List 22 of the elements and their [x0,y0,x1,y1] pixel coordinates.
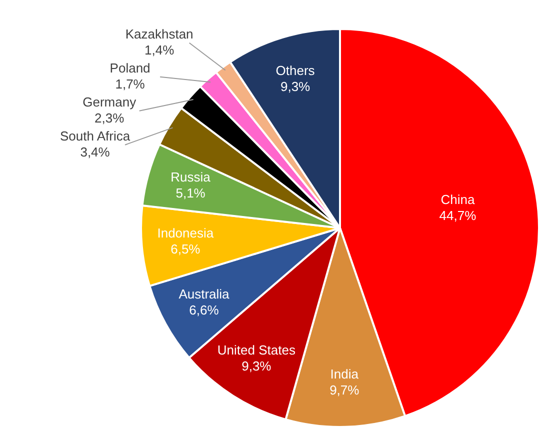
slice-label: Indonesia [157,226,214,241]
slice-label: United States [217,342,296,358]
data-label: 3,4% [80,144,110,160]
data-label: 1,4% [144,42,175,58]
data-label: 9,7% [330,382,360,398]
data-label: 44,7% [439,208,477,223]
slice-label: South Africa [60,128,131,144]
data-label: 6,6% [189,302,220,318]
slice-label: Others [276,62,316,78]
data-label: 9,3% [242,358,272,374]
slice-label: Australia [178,286,230,302]
data-label: 6,5% [170,242,201,257]
slice-label: Germany [82,94,137,110]
slice-label: China [440,192,476,207]
slice-label: India [330,366,360,382]
slice-label: Russia [170,170,212,185]
data-label: 9,3% [280,78,311,94]
slice-label: Poland [110,60,150,76]
data-label: 1,7% [115,76,146,92]
slice-label: Kazakhstan [125,26,194,42]
data-label: 2,3% [94,110,125,126]
data-label: 5,1% [176,186,206,201]
